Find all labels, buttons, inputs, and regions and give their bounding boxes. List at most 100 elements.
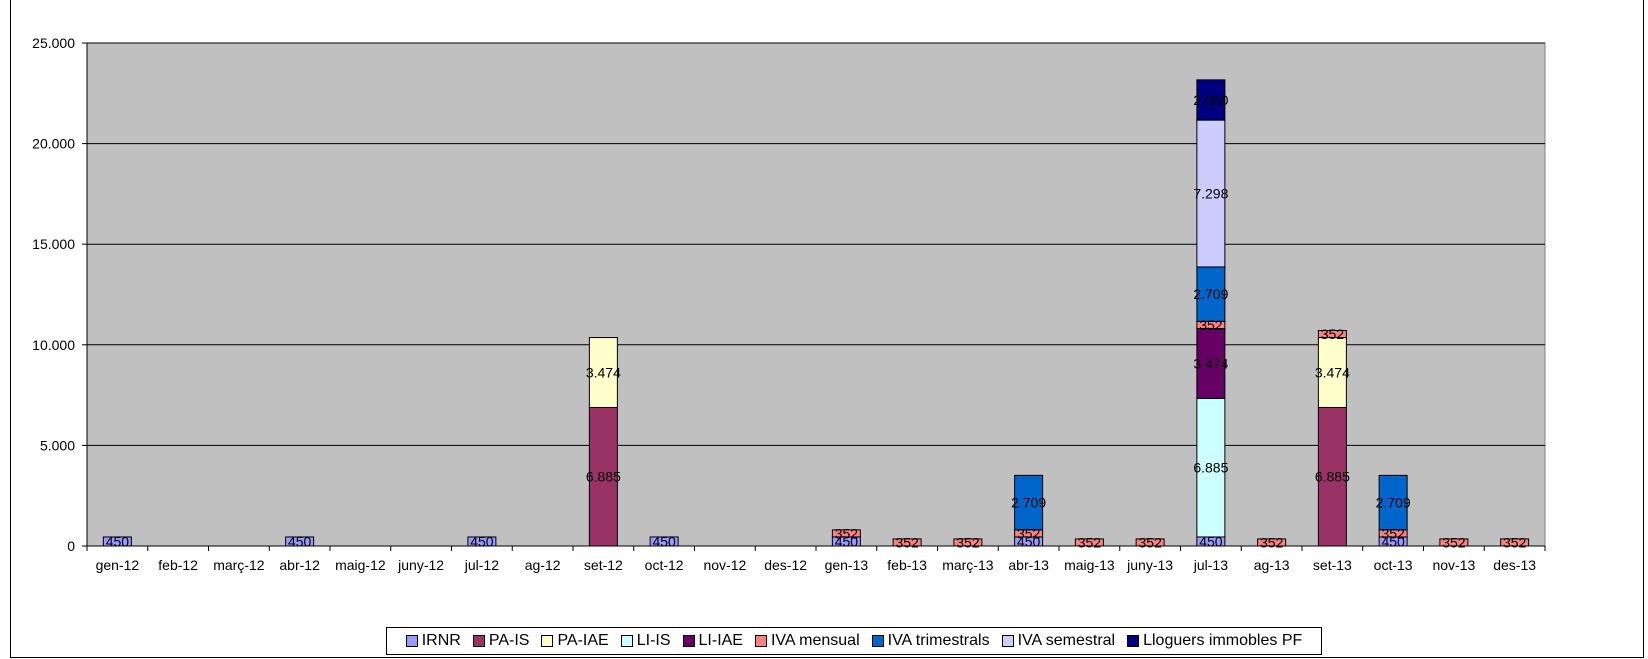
- data-label: 450: [835, 533, 859, 549]
- bar-segment: [1317, 337, 1347, 408]
- bar-segment: [588, 337, 618, 408]
- y-tick-label: 25.000: [32, 35, 75, 51]
- legend-item: LI-IAE: [682, 632, 743, 650]
- bar-segment: [1378, 474, 1408, 531]
- bar-segment: [1317, 329, 1347, 339]
- data-label: 6.885: [1193, 460, 1228, 476]
- bar-segment: [1196, 328, 1226, 399]
- legend-item: IVA semestral: [1001, 632, 1116, 650]
- data-label: 352: [1017, 525, 1041, 541]
- bar-segment: [892, 538, 922, 547]
- data-label: 450: [652, 533, 676, 549]
- bar-segment: [1439, 538, 1469, 547]
- x-tick-label: jul-13: [1193, 557, 1228, 573]
- x-tick-label: ag-12: [525, 557, 561, 573]
- data-label: 352: [956, 534, 980, 550]
- data-label: 352: [1503, 534, 1527, 550]
- legend-swatch: [1001, 635, 1014, 647]
- bar-segment: [588, 406, 618, 547]
- x-tick-label: oct-12: [645, 557, 684, 573]
- legend-swatch: [754, 635, 767, 647]
- data-label: 352: [835, 525, 859, 541]
- legend-item: IRNR: [405, 632, 461, 650]
- legend-label: PA-IAE: [557, 632, 609, 649]
- x-tick-label: nov-12: [703, 557, 746, 573]
- x-tick-label: set-13: [1313, 557, 1352, 573]
- legend-swatch: [871, 635, 884, 647]
- y-tick-label: 0: [67, 538, 75, 554]
- data-label: 450: [1017, 533, 1041, 549]
- data-label: 2.709: [1193, 286, 1228, 302]
- x-tick-label: gen-13: [825, 557, 869, 573]
- data-label: 450: [1199, 533, 1223, 549]
- legend-label: IVA semestral: [1017, 632, 1116, 649]
- legend-label: IVA mensual: [770, 632, 860, 649]
- x-tick-label: abr-13: [1008, 557, 1049, 573]
- data-label: 352: [1199, 317, 1223, 333]
- legend-item: PA-IS: [472, 632, 529, 650]
- legend-swatch: [541, 635, 554, 647]
- legend-label: LI-IAE: [698, 632, 743, 649]
- x-tick-label: juny-12: [397, 557, 444, 573]
- legend-label: IRNR: [421, 632, 461, 649]
- legend-swatch: [405, 635, 418, 647]
- data-label: 450: [470, 533, 494, 549]
- x-tick-label: juny-13: [1126, 557, 1173, 573]
- chart-legend: IRNR PA-IS PA-IAE LI-IS LI-IAE IVA mensual IVA…: [386, 627, 1322, 655]
- legend-item: Lloguers immobles PF: [1127, 632, 1302, 650]
- data-label: 6.885: [586, 469, 621, 485]
- legend-label: Lloguers immobles PF: [1143, 632, 1303, 649]
- bar-segment: [1074, 538, 1104, 547]
- data-label: 352: [895, 534, 919, 550]
- x-tick-label: gen-12: [96, 557, 140, 573]
- x-tick-label: maig-13: [1064, 557, 1115, 573]
- y-tick-label: 20.000: [32, 136, 75, 152]
- x-tick-label: oct-13: [1374, 557, 1413, 573]
- bar-segment: [1135, 538, 1165, 547]
- y-tick-label: 15.000: [32, 236, 75, 252]
- bar-segment: [102, 536, 132, 547]
- bar-segment: [285, 536, 315, 547]
- legend-item: IVA trimestrals: [871, 632, 990, 650]
- x-tick-label: març-13: [942, 557, 994, 573]
- data-label: 7.298: [1193, 186, 1228, 202]
- legend-label: IVA trimestrals: [887, 632, 990, 649]
- x-tick-label: abr-12: [279, 557, 320, 573]
- legend-label: LI-IS: [636, 632, 671, 649]
- bar-segment: [1196, 397, 1226, 538]
- data-label: 450: [1381, 533, 1405, 549]
- data-label: 450: [288, 533, 312, 549]
- x-tick-label: nov-13: [1432, 557, 1475, 573]
- x-tick-label: feb-13: [887, 557, 927, 573]
- data-label: 352: [1321, 326, 1345, 342]
- data-label: 2.709: [1376, 495, 1411, 511]
- data-label: 352: [1381, 525, 1405, 541]
- x-tick-label: març-12: [213, 557, 265, 573]
- x-tick-label: des-13: [1493, 557, 1536, 573]
- bar-segment: [649, 536, 679, 547]
- bar-segment: [831, 529, 861, 538]
- legend-swatch: [472, 635, 485, 647]
- legend-item: PA-IAE: [541, 632, 609, 650]
- data-label: 352: [1078, 534, 1102, 550]
- data-label: 352: [1138, 534, 1162, 550]
- legend-swatch: [682, 635, 695, 647]
- x-tick-label: set-12: [584, 557, 623, 573]
- legend-item: IVA mensual: [754, 632, 860, 650]
- bar-segment: [1317, 406, 1347, 547]
- data-label: 3.474: [586, 365, 621, 381]
- x-tick-label: feb-12: [158, 557, 198, 573]
- bar-segment: [1500, 538, 1530, 547]
- y-tick-label: 5.000: [40, 437, 75, 453]
- x-tick-label: ag-13: [1254, 557, 1290, 573]
- bar-segment: [953, 538, 983, 547]
- x-tick-label: maig-12: [335, 557, 386, 573]
- y-tick-label: 10.000: [32, 337, 75, 353]
- x-tick-label: jul-12: [464, 557, 499, 573]
- bar-segment: [1196, 119, 1226, 268]
- bar-segment: [1257, 538, 1287, 547]
- bar-segment: [1196, 266, 1226, 322]
- plot-area: [86, 42, 1546, 547]
- data-label: 352: [1442, 534, 1466, 550]
